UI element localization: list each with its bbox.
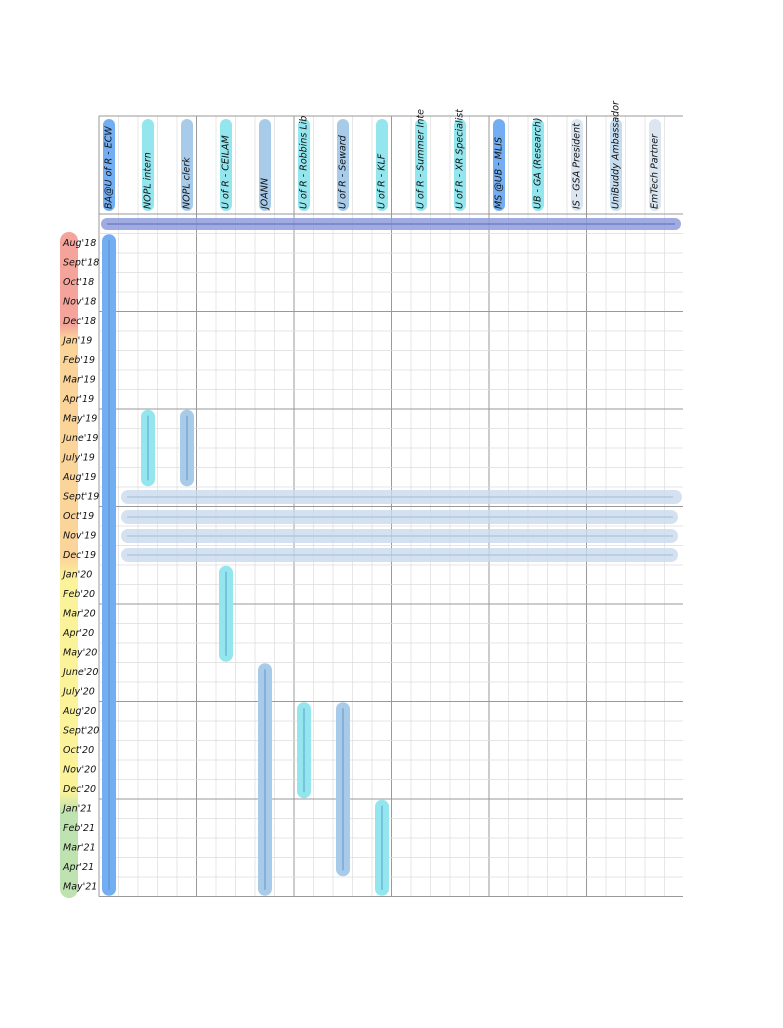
row-label: Apr'20 [62, 628, 94, 639]
marks [101, 218, 682, 896]
row-label: Jan'21 [61, 803, 92, 814]
row-label: Apr'21 [62, 862, 94, 873]
row-label: July'19 [61, 452, 95, 463]
row-label: Oct'20 [63, 745, 94, 756]
legend-label: UB - GA (Research) [533, 118, 544, 209]
row-label: Oct'19 [63, 511, 94, 522]
row-label: Mar'21 [63, 842, 96, 853]
column-pill [532, 119, 544, 211]
column-pill [493, 119, 505, 211]
row-label: May'20 [63, 647, 97, 658]
legend-label: U of R - Robbins Lib [299, 116, 310, 209]
legend-label: U of R - Seward [338, 134, 349, 209]
column-pill [454, 119, 466, 211]
row-label: Aug'20 [62, 706, 96, 717]
legend-label: U of R - KLF [377, 153, 388, 209]
row-label: July'20 [61, 686, 95, 697]
row-label: Feb'19 [63, 355, 95, 366]
column-pill [103, 119, 115, 211]
row-label: Sept'20 [63, 725, 99, 736]
row-label: May'19 [63, 413, 97, 424]
column-pill [610, 119, 622, 211]
row-label: May'21 [63, 881, 97, 892]
row-label: Mar'19 [63, 374, 96, 385]
row-label: Nov'19 [63, 530, 96, 541]
column-pill [415, 119, 427, 211]
row-label: Nov'20 [63, 764, 96, 775]
row-label: Sept'18 [63, 257, 99, 268]
row-label: Jan'19 [61, 335, 92, 346]
row-label: Aug'18 [62, 238, 96, 249]
row-label: Jan'20 [61, 569, 92, 580]
column-pill [376, 119, 388, 211]
column-pill [142, 119, 154, 211]
row-label: Oct'18 [63, 277, 94, 288]
row-label: Apr'19 [62, 394, 94, 405]
legend-label: NOPL clerk [182, 157, 193, 209]
row-label: Feb'21 [63, 823, 95, 834]
column-pill [337, 119, 349, 211]
legend-label: BA@U of R - ECW [104, 126, 115, 209]
labels: Aug'18 Sept'18 Oct'18 Nov'18 Dec'18 Jan'19 Feb… [61, 100, 661, 892]
legend-label: EmTech Partner [650, 133, 661, 209]
column-pill [181, 119, 193, 211]
legend-label: U of R - CEILAM [221, 135, 232, 209]
column-pill [298, 119, 310, 211]
legend-label: MS @UB - MLIS [494, 137, 505, 209]
row-label: Dec'18 [63, 316, 96, 327]
column-pill [571, 119, 583, 211]
legend-label: UniBuddy Ambassador [611, 100, 622, 209]
row-label: Aug'19 [62, 472, 96, 483]
column-pill [649, 119, 661, 211]
row-label: Dec'19 [63, 550, 96, 561]
legend-label: NOPL intern [143, 152, 154, 209]
column-pill [259, 119, 271, 211]
row-label: Nov'18 [63, 296, 96, 307]
row-label: Dec'20 [63, 784, 96, 795]
row-label: Sept'19 [63, 491, 99, 502]
row-label: June'20 [61, 667, 98, 678]
year-band [60, 232, 78, 898]
legend-label: JOANN [260, 178, 271, 211]
legend-label: IS - GSA President [572, 122, 583, 209]
legend-label: U of R - XR Specialist [455, 108, 466, 209]
grid [98, 115, 683, 897]
row-label: June'19 [61, 433, 98, 444]
column-pill [220, 119, 232, 211]
legend-label: U of R - Summer Inte [416, 109, 427, 209]
row-label: Mar'20 [63, 608, 96, 619]
row-label: Feb'20 [63, 589, 95, 600]
